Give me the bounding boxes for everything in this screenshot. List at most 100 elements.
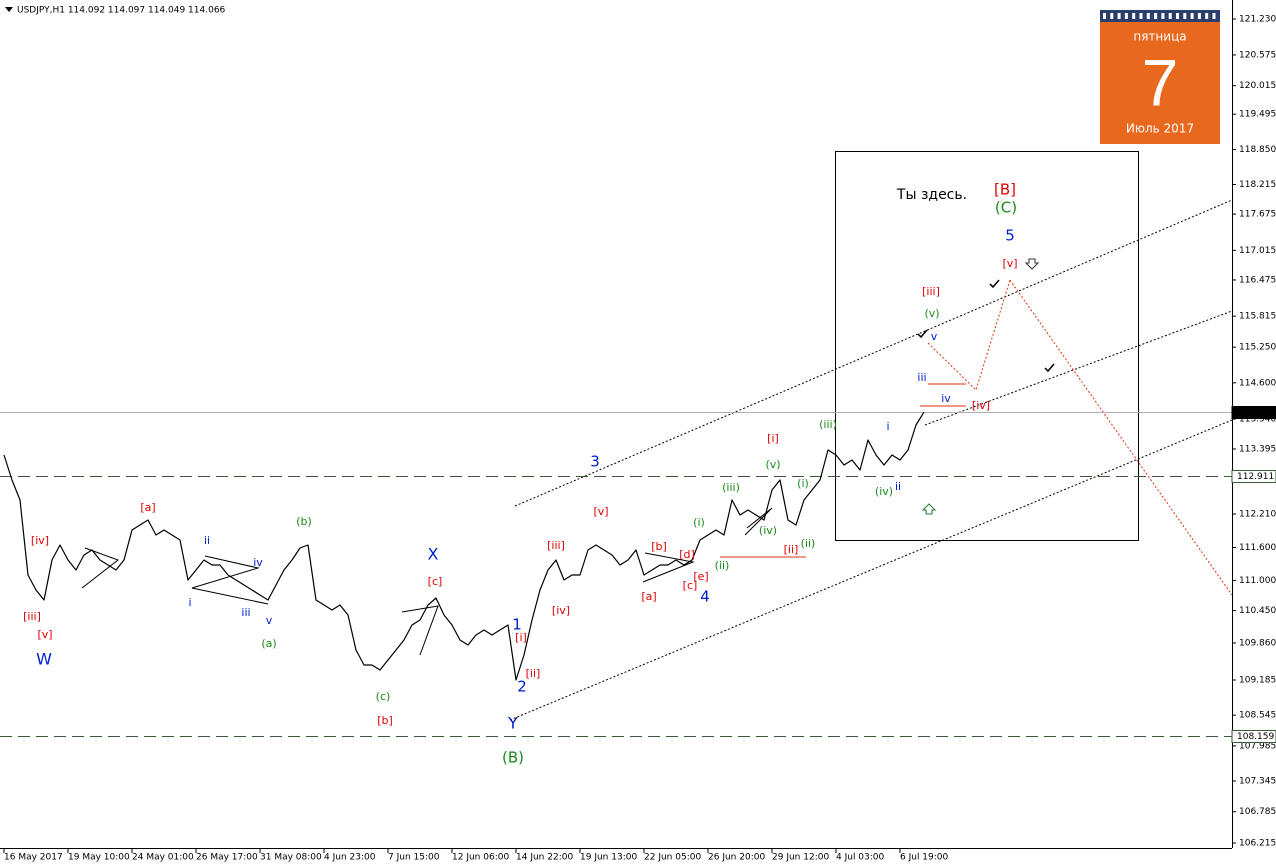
calendar-ring: [1183, 13, 1187, 19]
calendar-day: 7: [1142, 45, 1179, 119]
y-tick-label: 121.230: [1239, 14, 1276, 24]
calendar-ring: [1110, 13, 1114, 19]
triangle: [401, 605, 439, 656]
wave-label: (iv): [875, 485, 893, 498]
x-tick-label: 22 Jun 05:00: [644, 853, 701, 863]
wave-label: [v]: [37, 628, 52, 641]
calendar-ring: [1176, 13, 1179, 19]
wave-label: (b): [296, 515, 312, 528]
price-label-box: [1231, 470, 1276, 483]
wave-label: iv: [253, 556, 263, 569]
wave-label: iii: [917, 371, 926, 384]
wave-label: 5: [1005, 227, 1015, 245]
y-tick-label: 115.815: [1239, 312, 1276, 322]
projection: [720, 279, 1233, 596]
triangle: [191, 555, 269, 605]
calendar-ring: [1132, 13, 1136, 19]
y-tick-label: 109.185: [1239, 676, 1276, 686]
price-label-box: [1231, 730, 1276, 743]
y-tick-label: 115.250: [1239, 343, 1276, 353]
channel-lines: [509, 199, 1233, 721]
wave-label: iv: [941, 392, 951, 405]
triangle: [642, 552, 695, 583]
x-tick-label: 31 May 08:00: [260, 853, 322, 863]
x-tick-label: 19 May 10:00: [68, 853, 130, 863]
wave-label: 2: [517, 678, 527, 696]
y-tick-label: 108.545: [1239, 711, 1276, 721]
wave-label: [i]: [515, 631, 527, 644]
wave-label: [i]: [767, 432, 779, 445]
wave-label: (iv): [759, 524, 777, 537]
wave-label: 4: [700, 588, 710, 606]
y-tick-label: 118.215: [1239, 180, 1276, 190]
wave-label: [iv]: [972, 399, 990, 412]
y-tick-label: 120.575: [1239, 50, 1276, 60]
y-tick-label: 111.600: [1239, 543, 1276, 553]
x-tick-label: 7 Jun 15:00: [388, 853, 440, 863]
wave-label: (ii): [715, 559, 730, 572]
wave-label: (B): [502, 749, 524, 767]
calendar-ring: [1168, 13, 1172, 19]
y-tick-label: 120.015: [1239, 81, 1276, 91]
wave-label: (v): [765, 458, 780, 471]
wave-label: (a): [261, 637, 276, 650]
price-label: 112.911: [1237, 472, 1274, 482]
x-tick-label: 14 Jun 22:00: [516, 853, 573, 863]
check-icon: [989, 279, 1000, 289]
wave-label: [e]: [693, 570, 708, 583]
x-tick-label: 6 Jul 19:00: [900, 853, 949, 863]
calendar-ring: [1205, 13, 1209, 19]
wave-label: (i): [797, 477, 809, 490]
wave-label: [c]: [428, 575, 443, 588]
chart-title: USDJPY,H1 114.092 114.097 114.049 114.06…: [17, 6, 226, 16]
y-tick-label: 118.850: [1239, 145, 1276, 155]
y-tick-label: 112.210: [1239, 510, 1276, 520]
calendar-ring: [1161, 13, 1165, 19]
calendar-ring: [1154, 13, 1158, 19]
y-tick-label: 116.475: [1239, 275, 1276, 285]
wave-label: [iii]: [922, 285, 940, 298]
x-tick-label: 4 Jun 23:00: [324, 853, 376, 863]
arrow-up-icon: [921, 503, 937, 515]
wave-label: 1: [512, 616, 522, 634]
wave-label: [v]: [1002, 257, 1017, 270]
y-tick-label: 109.860: [1239, 638, 1276, 648]
price-label: 114.066: [1237, 408, 1274, 418]
wave-label: [b]: [651, 540, 667, 553]
y-tick-label: 107.345: [1239, 776, 1276, 786]
calendar-ring: [1139, 13, 1143, 19]
wave-label: (ii): [801, 537, 816, 550]
y-tick-label: 113.940: [1239, 415, 1276, 425]
channel-line: [514, 199, 1233, 507]
calendar-binding: [1100, 10, 1220, 22]
arrow-down-icon: [1024, 258, 1040, 270]
y-tick-label: 114.600: [1239, 378, 1276, 388]
wave-label: [c]: [683, 579, 698, 592]
x-tick-label: 4 Jul 03:00: [836, 853, 885, 863]
y-tick-label: 119.495: [1239, 110, 1276, 120]
wave-label: v: [266, 614, 273, 627]
y-tick-label: 107.985: [1239, 741, 1276, 751]
wave-label: [v]: [593, 505, 608, 518]
x-tick-label: 29 Jun 12:00: [772, 853, 829, 863]
wave-label: Ты здесь.: [896, 187, 967, 203]
wave-label: [d]: [679, 548, 695, 561]
calendar-ring: [1190, 13, 1194, 19]
calendar-month: Июль 2017: [1126, 122, 1194, 136]
wave-label: iii: [241, 606, 250, 619]
wave-label: ii: [204, 534, 210, 547]
wave-label: (C): [995, 199, 1017, 217]
calendar-weekday: пятница: [1133, 30, 1186, 44]
calendar: пятница 7 Июль 2017: [1100, 10, 1220, 144]
calendar-ring: [1103, 13, 1106, 19]
wave-label: W: [36, 650, 52, 669]
wave-label: ii: [895, 480, 901, 493]
wave-label: (iii): [722, 481, 740, 494]
y-tick-label: 113.395: [1239, 444, 1276, 454]
triangles: [81, 507, 773, 656]
y-tick-label: 110.450: [1239, 606, 1276, 616]
check-icon: [917, 329, 928, 339]
wave-label: (i): [693, 516, 705, 529]
